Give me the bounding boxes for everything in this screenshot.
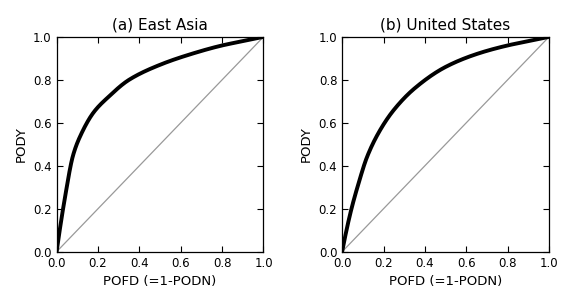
Title: (a) East Asia: (a) East Asia [112,18,208,33]
Title: (b) United States: (b) United States [380,18,511,33]
X-axis label: POFD (=1-PODN): POFD (=1-PODN) [104,275,217,288]
Y-axis label: PODY: PODY [300,126,313,162]
Y-axis label: PODY: PODY [15,126,28,162]
X-axis label: POFD (=1-PODN): POFD (=1-PODN) [389,275,502,288]
